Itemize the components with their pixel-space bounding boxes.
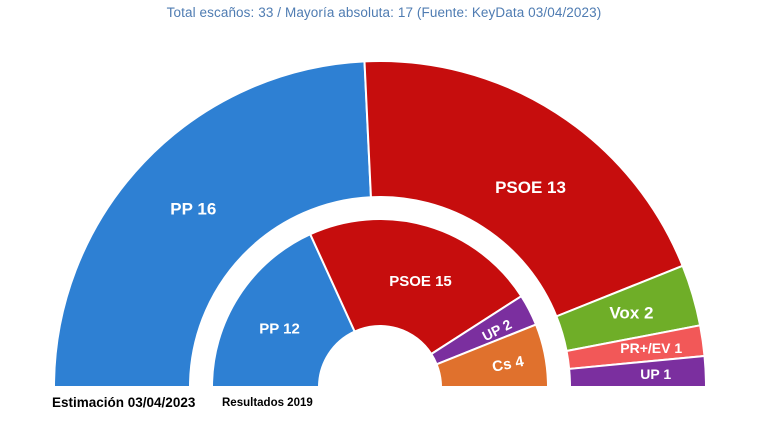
segment-estimacion-2023-pp[interactable]	[53, 60, 372, 388]
segment-resultados-2019-pp[interactable]	[211, 233, 356, 388]
ring-estimacion-2023: PP 16 PSOE 13 Vox 2 PR+/EV 1 UP 1	[53, 60, 707, 388]
segment-label-estimacion-2023-vox: Vox 2	[609, 304, 653, 323]
segment-label-estimacion-2023-pr-ev: PR+/EV 1	[620, 340, 682, 356]
ring-caption-estimation: Estimación 03/04/2023	[52, 395, 196, 410]
segment-estimacion-2023-psoe[interactable]	[363, 60, 684, 318]
segment-label-resultados-2019-psoe: PSOE 15	[389, 273, 452, 290]
segment-label-resultados-2019-pp: PP 12	[259, 321, 300, 338]
segment-label-resultados-2019-cs: Cs 4	[491, 353, 526, 376]
segment-resultados-2019-cs[interactable]	[435, 323, 549, 388]
ring-caption-results: Resultados 2019	[222, 397, 313, 409]
segment-resultados-2019-psoe[interactable]	[309, 218, 523, 356]
segment-label-estimacion-2023-up: UP 1	[640, 366, 671, 382]
segment-label-estimacion-2023-psoe: PSOE 13	[495, 178, 566, 197]
chart-title: Total escaños: 33 / Mayoría absoluta: 17…	[166, 5, 602, 20]
segment-label-estimacion-2023-pp: PP 16	[170, 200, 216, 219]
segment-estimacion-2023-up[interactable]	[568, 355, 707, 388]
